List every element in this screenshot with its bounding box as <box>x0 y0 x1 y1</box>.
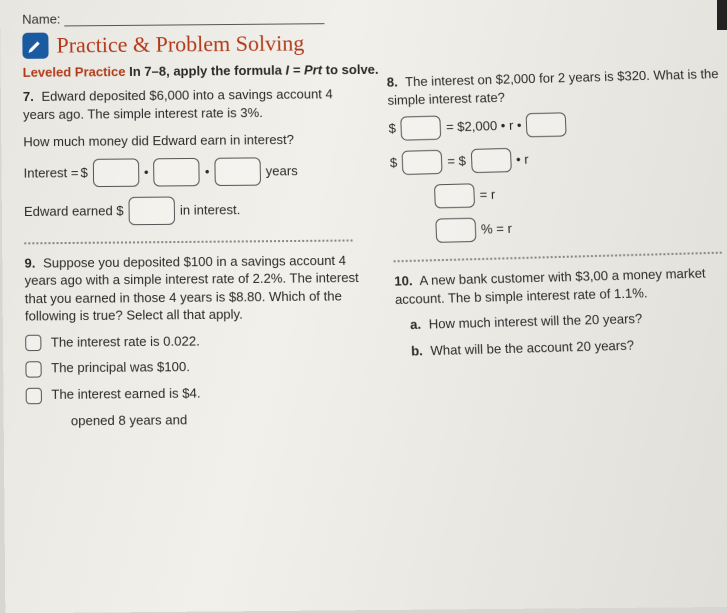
problem-7: 7. Edward deposited $6,000 into a saving… <box>23 85 366 228</box>
eq-text: = $2,000 • r • <box>445 117 521 137</box>
problem-number: 10. <box>394 273 413 289</box>
principal-blank[interactable] <box>93 158 140 187</box>
equation-line-1: $ = $2,000 • r • <box>388 106 727 143</box>
dollar-sign: $ <box>80 164 87 182</box>
sub-text: How much interest will the 20 years? <box>428 311 642 332</box>
dot-operator: • <box>205 163 210 181</box>
blank[interactable] <box>435 218 476 243</box>
interest-label: Interest = <box>24 164 79 182</box>
subpart-a: a. How much interest will the 20 years? <box>409 307 727 334</box>
leveled-label: Leveled Practice <box>23 64 126 80</box>
blank[interactable] <box>400 116 441 141</box>
earned-prefix: Edward earned $ <box>24 202 124 221</box>
cutoff-text: opened 8 years and <box>26 410 232 430</box>
problem-number: 8. <box>386 74 397 89</box>
option-text: The interest rate is 0.022. <box>51 333 200 350</box>
option-text: The principal was $100. <box>51 359 190 376</box>
problem-text: The interest on $2,000 for 2 years is $3… <box>387 66 719 107</box>
divider <box>24 239 352 244</box>
eq-text: • r <box>515 151 528 169</box>
name-underline[interactable] <box>65 23 325 26</box>
equation-line-4: % = r <box>432 209 727 245</box>
page-edge-artifact <box>717 0 727 30</box>
dot-operator: • <box>144 163 149 181</box>
divider <box>393 252 721 263</box>
eq-text: % = r <box>480 220 512 239</box>
eq-text: = $ <box>447 152 466 170</box>
eq-text: = r <box>479 186 495 204</box>
problem-number: 7. <box>23 89 34 104</box>
years-label: years <box>266 162 298 180</box>
option-row: The interest rate is 0.022. <box>25 331 368 352</box>
blank[interactable] <box>401 150 442 175</box>
checkbox[interactable] <box>25 335 41 351</box>
page-title: Practice & Problem Solving <box>56 30 304 58</box>
option-row: The principal was $100. <box>25 357 368 378</box>
instruction-suffix: to solve. <box>322 62 379 78</box>
option-row: The interest earned is $4. <box>26 383 370 404</box>
problem-text: A new bank customer with $3,00 a money m… <box>394 265 705 306</box>
rate-blank[interactable] <box>153 158 200 187</box>
pencil-icon <box>22 33 48 59</box>
time-blank[interactable] <box>214 157 261 186</box>
subpart-b: b. What will be the account 20 years? <box>410 333 727 360</box>
sub-label: b. <box>410 343 422 359</box>
problem-text: Edward deposited $6,000 into a savings a… <box>23 86 333 121</box>
equation-line-3: = r <box>430 175 727 211</box>
formula: I = Prt <box>285 62 322 77</box>
blank[interactable] <box>526 112 567 137</box>
problem-text: Suppose you deposited $100 in a savings … <box>25 252 359 324</box>
instruction-prefix: In 7–8, apply the formula <box>129 63 286 79</box>
sub-text: What will be the account 20 years? <box>430 337 634 358</box>
blank[interactable] <box>433 183 474 208</box>
earned-suffix: in interest. <box>180 201 241 219</box>
dollar-sign: $ <box>389 154 397 172</box>
problem-10: 10. A new bank customer with $3,00 a mon… <box>393 264 727 361</box>
interest-equation: Interest = $ • • years <box>23 154 365 189</box>
dollar-sign: $ <box>388 120 396 138</box>
blank[interactable] <box>470 148 511 173</box>
problem-9: 9. Suppose you deposited $100 in a savin… <box>24 251 369 430</box>
equation-line-2: $ = $ • r <box>389 140 727 177</box>
option-text: The interest earned is $4. <box>51 385 200 402</box>
checkbox[interactable] <box>26 387 42 404</box>
page-title-row: Practice & Problem Solving <box>22 27 727 59</box>
problem-8: 8. The interest on $2,000 for 2 years is… <box>386 65 727 246</box>
name-field: Name: <box>22 6 727 27</box>
earned-blank[interactable] <box>128 196 175 225</box>
earned-row: Edward earned $ in interest. <box>24 192 366 227</box>
problem-subtext: How much money did Edward earn in intere… <box>23 130 364 151</box>
sub-label: a. <box>409 317 421 333</box>
name-label: Name: <box>22 11 60 26</box>
problem-number: 9. <box>24 255 35 270</box>
checkbox[interactable] <box>25 361 41 377</box>
